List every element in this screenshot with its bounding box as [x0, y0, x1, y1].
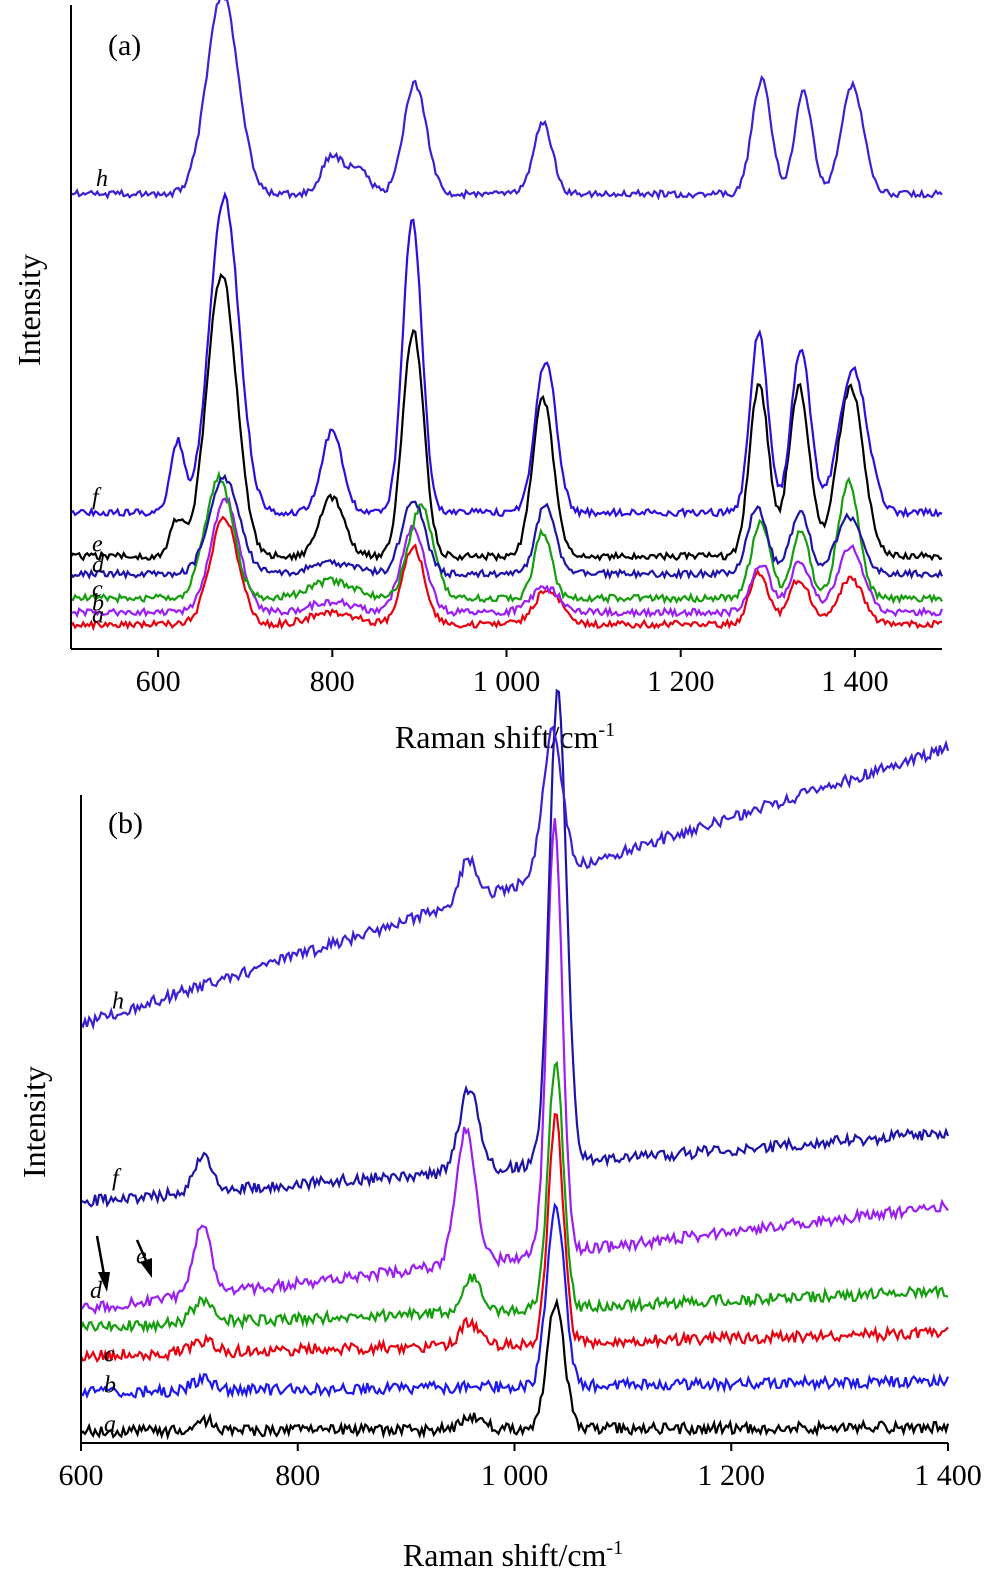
panel-a-curves [70, 0, 944, 632]
x-tick-label: 1 200 [647, 665, 715, 698]
curve-label-h: h [96, 166, 108, 192]
curve-label-c: c [104, 1342, 115, 1368]
arrow-e [135, 1239, 152, 1278]
curve-label-h: h [112, 988, 124, 1014]
series-e-line [70, 272, 943, 563]
panel-a-x-axis-label: Raman shift/cm-1 [395, 719, 615, 755]
x-tick-label: 1 200 [698, 1459, 766, 1492]
series-b-line [70, 496, 944, 619]
curve-label-d: d [92, 552, 105, 578]
x-tick-label: 1 000 [481, 1459, 549, 1492]
series-b-line [80, 1202, 950, 1400]
panel-b-x-axis-label: Raman shift/cm-1 [403, 1537, 623, 1573]
series-c-line [70, 470, 943, 605]
panel-b-x-ticks: 600 800 1 000 1 200 1 400 [59, 1443, 982, 1492]
panel-b-curves [79, 688, 950, 1441]
panel-a-label: (a) [108, 29, 141, 62]
x-tick-label: 1 400 [914, 1459, 982, 1492]
series-e-line [80, 818, 949, 1315]
panel-b-label: (b) [108, 807, 143, 840]
x-tick-label: 1 000 [473, 665, 541, 698]
panel-b: (b) Intensity Raman shift/cm-1 abc d e f h 6… [16, 688, 982, 1573]
curve-label-e: e [92, 531, 103, 557]
panel-a-x-ticks: 600 800 1 000 1 200 1 400 [136, 649, 889, 698]
arrow-d-head [98, 1272, 110, 1292]
panel-b-curve-labels: abc d e f h [90, 988, 147, 1437]
curve-label-b: b [104, 1372, 116, 1398]
series-f-line [80, 688, 950, 1209]
curve-label-a: a [92, 603, 104, 629]
curve-label-b: b [92, 590, 104, 616]
curve-label-d: d [90, 1278, 103, 1304]
series-h-line [80, 725, 950, 1031]
series-h-line [70, 0, 943, 201]
curve-label-a: a [104, 1412, 116, 1438]
series-d-line [70, 473, 944, 581]
x-tick-label: 1 400 [821, 665, 889, 698]
x-tick-label: 600 [59, 1459, 104, 1492]
curve-label-e: e [136, 1244, 147, 1270]
arrow-e-head [140, 1258, 152, 1278]
series-a-line [80, 1297, 950, 1441]
x-tick-label: 800 [310, 665, 355, 698]
curve-label-f: f [112, 1166, 122, 1192]
panel-a-y-axis-label: Intensity [11, 254, 47, 366]
x-tick-label: 600 [136, 665, 181, 698]
arrow-d [95, 1235, 110, 1292]
curve-label-f: f [92, 485, 102, 511]
panel-b-y-axis-label: Intensity [16, 1066, 52, 1178]
series-c-line [80, 1112, 949, 1363]
x-tick-label: 800 [275, 1459, 320, 1492]
series-d-line [79, 1060, 949, 1335]
series-f-line [70, 191, 943, 519]
curve-label-c: c [92, 576, 103, 602]
series-a-line [70, 515, 942, 632]
